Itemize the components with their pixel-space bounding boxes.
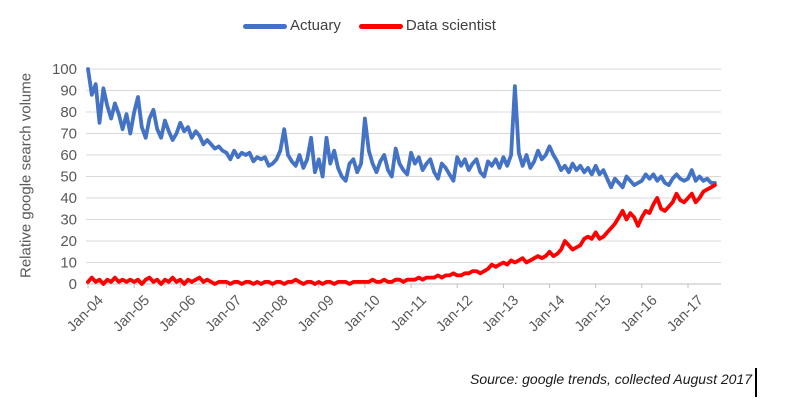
x-tick-label: Jan-15 <box>572 293 615 336</box>
x-tick-label: Jan-14 <box>526 293 569 336</box>
y-tick-label: 50 <box>60 169 77 186</box>
y-tick-label: 100 <box>52 61 77 78</box>
x-tick-label: Jan-12 <box>433 293 476 336</box>
x-tick-label: Jan-04 <box>64 293 107 336</box>
legend-label-actuary: Actuary <box>290 17 341 34</box>
y-tick-label: 60 <box>60 147 77 164</box>
legend-item-actuary: Actuary <box>243 16 341 36</box>
x-tick-label: Jan-13 <box>480 293 523 336</box>
series-line-actuary <box>86 67 717 190</box>
legend-item-data-scientist: Data scientist <box>358 16 496 36</box>
data-scientist-line-swatch <box>358 23 403 29</box>
y-tick-label: 80 <box>60 104 77 121</box>
x-tick-label: Jan-06 <box>156 293 199 336</box>
x-tick-label: Jan-08 <box>249 293 292 336</box>
legend: Actuary Data scientist <box>243 16 496 36</box>
y-tick-label: 40 <box>60 190 77 207</box>
text-cursor <box>755 368 757 397</box>
x-tick-label: Jan-05 <box>110 293 153 336</box>
x-tick-label: Jan-17 <box>664 293 707 336</box>
x-tick-label: Jan-10 <box>341 293 384 336</box>
y-tick-label: 10 <box>60 255 77 272</box>
y-tick-label: 30 <box>60 212 77 229</box>
series-line-data-scientist <box>86 183 717 286</box>
x-tick-label: Jan-11 <box>388 293 430 335</box>
x-tick-label: Jan-07 <box>203 293 246 336</box>
actuary-line-swatch <box>243 23 287 29</box>
y-tick-label: 70 <box>60 126 77 143</box>
y-tick-label: 20 <box>60 233 77 250</box>
y-tick-label: 0 <box>69 276 77 293</box>
x-tick-label: Jan-09 <box>295 293 338 336</box>
y-tick-label: 90 <box>60 83 77 100</box>
legend-label-data-scientist: Data scientist <box>405 17 496 34</box>
x-tick-label: Jan-16 <box>618 293 661 336</box>
source-note: Source: google trends, collected August … <box>469 371 752 387</box>
